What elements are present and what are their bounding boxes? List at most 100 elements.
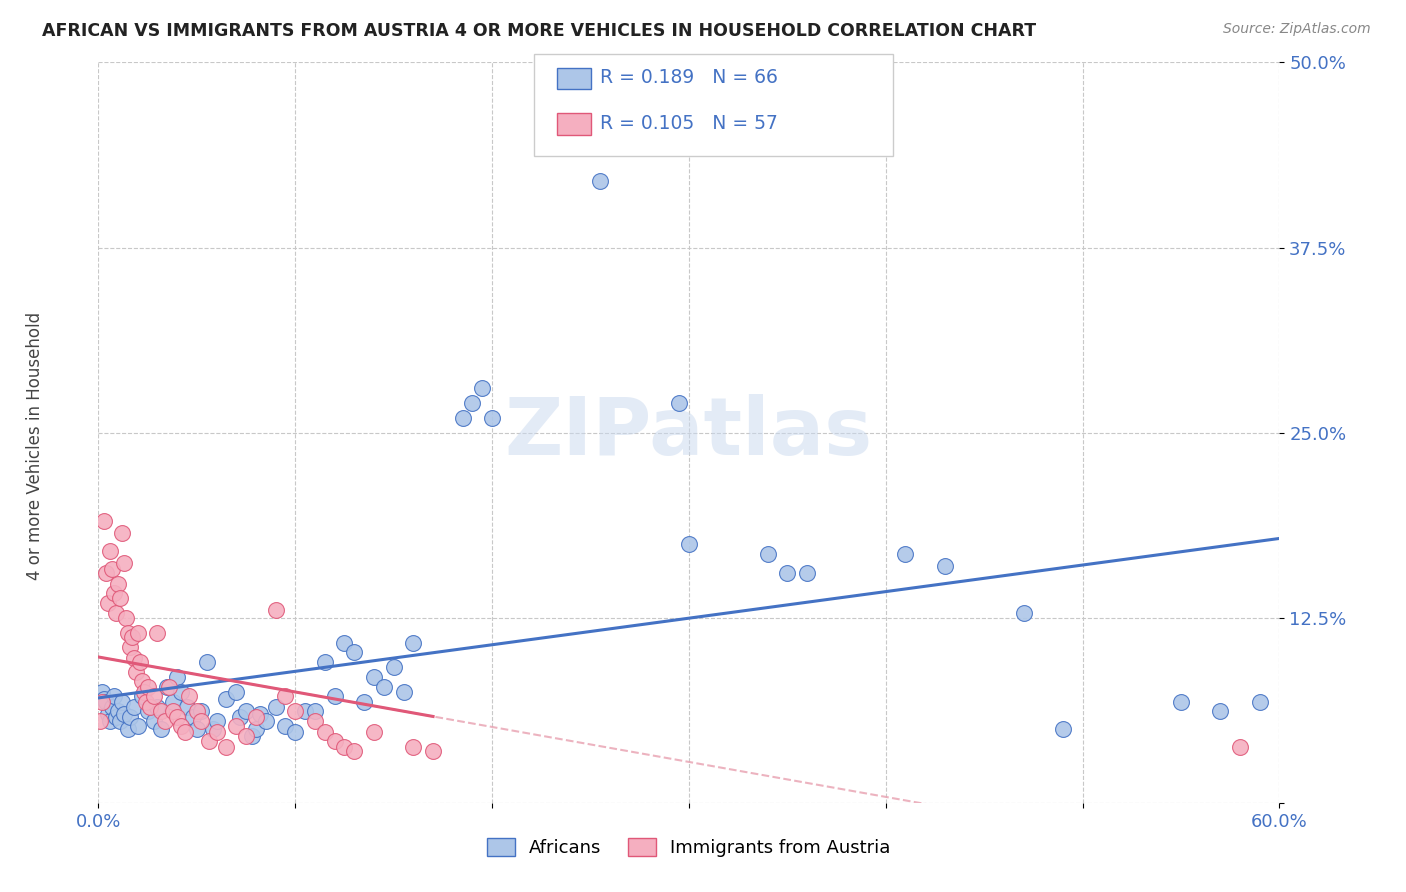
Point — [101, 699, 124, 714]
Point — [142, 689, 165, 703]
Point — [422, 744, 444, 758]
Point — [93, 515, 115, 529]
Point — [1229, 739, 1251, 754]
Point — [402, 739, 425, 754]
Point — [481, 410, 503, 425]
Point — [174, 724, 197, 739]
Legend: Africans, Immigrants from Austria: Africans, Immigrants from Austria — [481, 830, 897, 864]
Point — [117, 625, 139, 640]
Point — [195, 655, 218, 669]
Point — [934, 558, 956, 573]
Point — [264, 603, 287, 617]
Point — [304, 704, 326, 718]
Point — [274, 689, 297, 703]
Point — [131, 674, 153, 689]
Point — [91, 685, 114, 699]
Point — [97, 706, 120, 721]
Point — [254, 714, 277, 729]
Point — [115, 610, 138, 624]
Point — [166, 710, 188, 724]
Point — [122, 699, 145, 714]
Point — [89, 714, 111, 729]
Point — [125, 665, 148, 680]
Point — [150, 704, 173, 718]
Point — [121, 630, 143, 644]
Point — [1249, 695, 1271, 709]
Point — [471, 381, 494, 395]
Point — [333, 739, 356, 754]
Text: Source: ZipAtlas.com: Source: ZipAtlas.com — [1223, 22, 1371, 37]
Point — [392, 685, 415, 699]
Point — [111, 526, 134, 541]
Point — [205, 714, 228, 729]
Point — [93, 692, 115, 706]
Point — [451, 410, 474, 425]
Point — [314, 724, 336, 739]
Point — [103, 689, 125, 703]
Point — [894, 547, 917, 561]
Point — [1170, 695, 1192, 709]
Point — [146, 699, 169, 714]
Point — [323, 689, 346, 703]
Point — [186, 704, 208, 718]
Point — [373, 681, 395, 695]
Point — [103, 585, 125, 599]
Point — [136, 704, 159, 718]
Point — [205, 724, 228, 739]
Point — [98, 714, 121, 729]
Point — [461, 396, 484, 410]
Point — [776, 566, 799, 581]
Point — [97, 596, 120, 610]
Point — [1209, 704, 1232, 718]
Point — [107, 704, 129, 718]
Point — [333, 636, 356, 650]
Point — [170, 685, 193, 699]
Point — [215, 692, 238, 706]
Point — [118, 710, 141, 724]
Point — [105, 607, 128, 621]
Point — [225, 685, 247, 699]
Point — [105, 710, 128, 724]
Point — [294, 704, 316, 718]
Point — [245, 710, 267, 724]
Point — [108, 714, 131, 729]
Point — [170, 719, 193, 733]
Point — [127, 719, 149, 733]
Point — [353, 695, 375, 709]
Point — [363, 670, 385, 684]
Point — [128, 655, 150, 669]
Point — [589, 174, 612, 188]
Point — [402, 636, 425, 650]
Point — [201, 722, 224, 736]
Point — [343, 645, 366, 659]
Point — [314, 655, 336, 669]
Point — [304, 714, 326, 729]
Point — [181, 710, 204, 724]
Point — [225, 719, 247, 733]
Point — [363, 724, 385, 739]
Point — [138, 699, 160, 714]
Point — [162, 704, 184, 718]
Text: AFRICAN VS IMMIGRANTS FROM AUSTRIA 4 OR MORE VEHICLES IN HOUSEHOLD CORRELATION C: AFRICAN VS IMMIGRANTS FROM AUSTRIA 4 OR … — [42, 22, 1036, 40]
Point — [132, 685, 155, 699]
Point — [155, 714, 177, 729]
Point — [101, 562, 124, 576]
Point — [678, 536, 700, 550]
Point — [1012, 607, 1035, 621]
Point — [177, 689, 200, 703]
Point — [668, 396, 690, 410]
Text: R = 0.189   N = 66: R = 0.189 N = 66 — [600, 68, 779, 87]
Point — [150, 722, 173, 736]
Text: ZIPatlas: ZIPatlas — [505, 393, 873, 472]
Point — [796, 566, 818, 581]
Point — [107, 576, 129, 591]
Point — [117, 722, 139, 736]
Point — [229, 710, 252, 724]
Point — [245, 722, 267, 736]
Point — [186, 722, 208, 736]
Point — [127, 625, 149, 640]
Point — [274, 719, 297, 733]
Point — [136, 681, 159, 695]
Point — [162, 695, 184, 709]
Point — [142, 714, 165, 729]
